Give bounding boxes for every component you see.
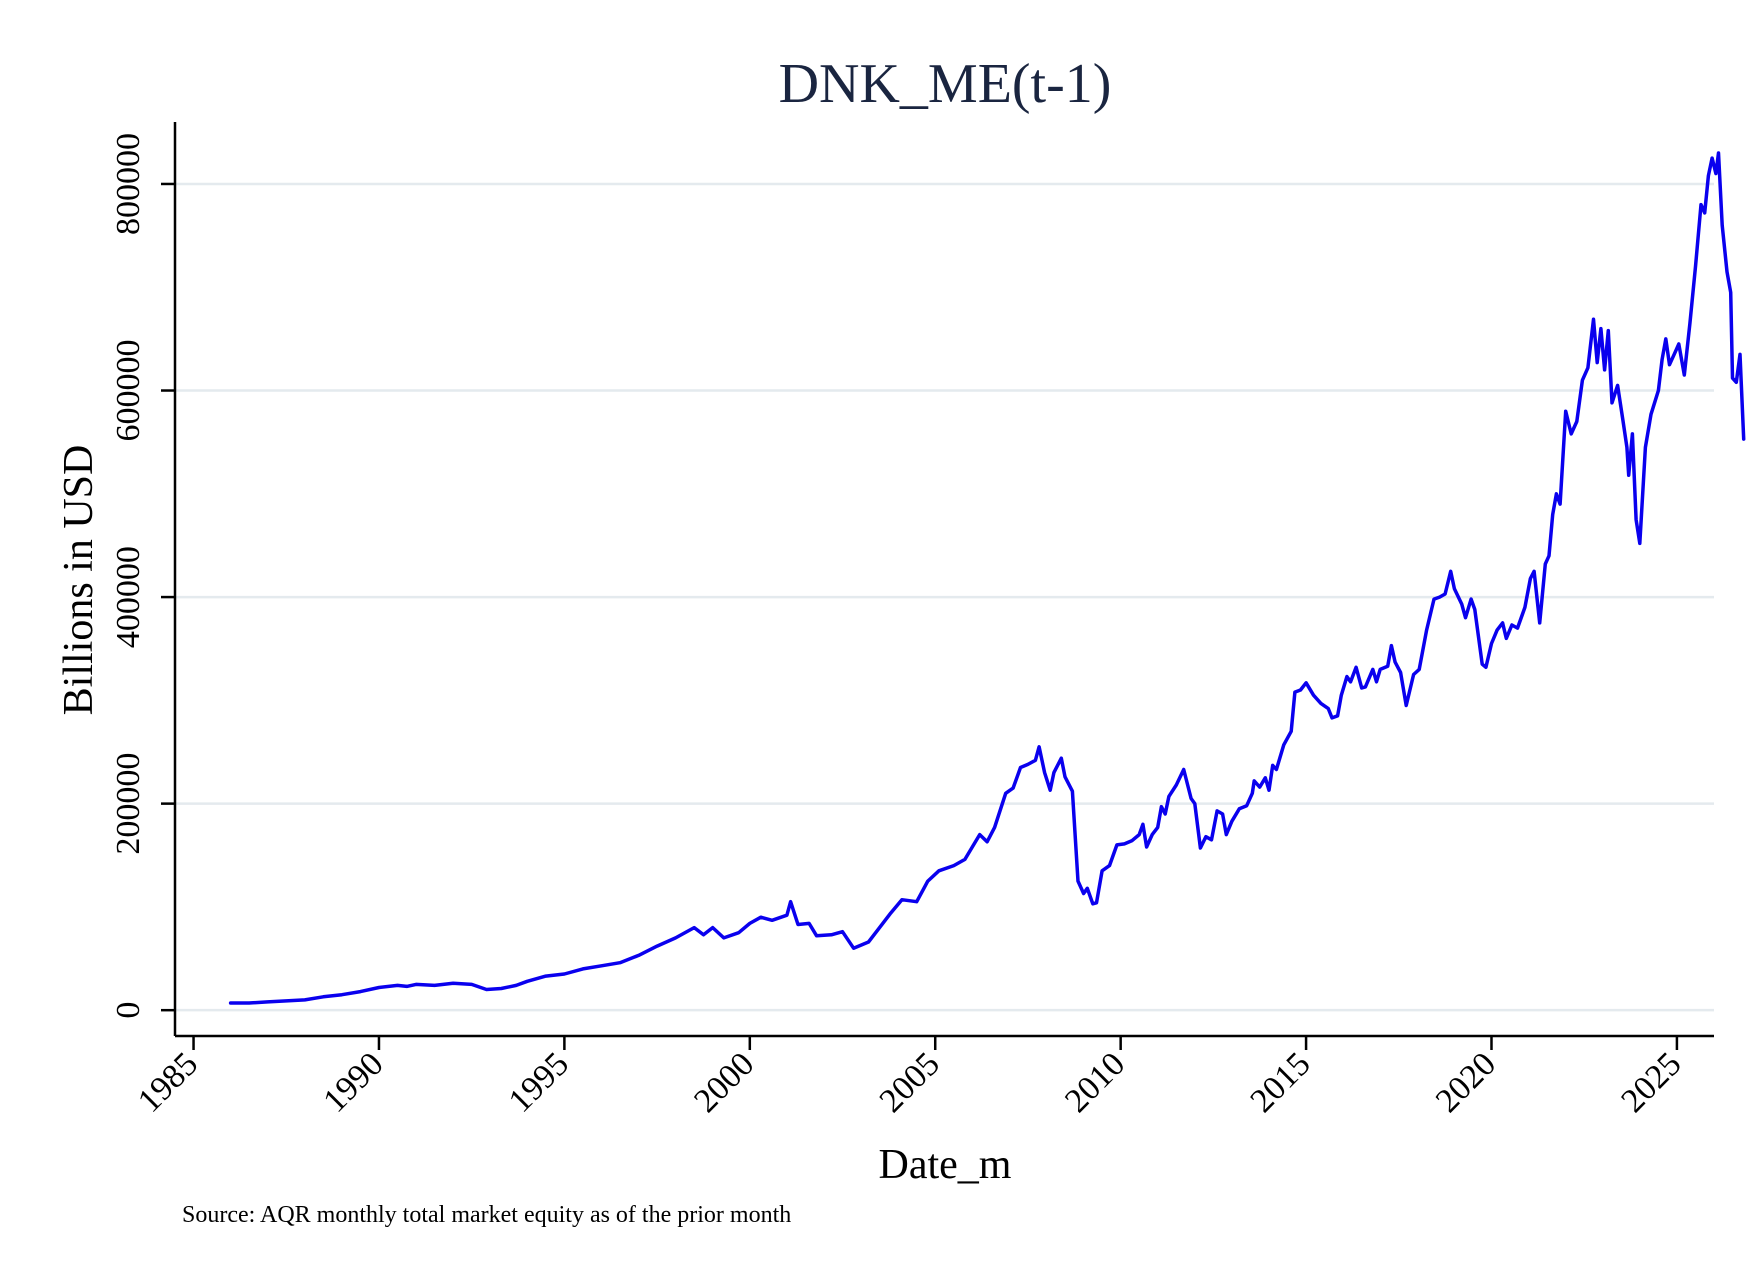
chart-title: DNK_ME(t-1) xyxy=(779,53,1112,115)
series-line xyxy=(228,151,1746,1005)
source-note: Source: AQR monthly total market equity … xyxy=(182,1202,791,1228)
x-axis-title: Date_m xyxy=(879,1142,1012,1188)
y-tick-label: 400000 xyxy=(110,546,147,648)
y-tick-label: 600000 xyxy=(110,340,147,442)
y-tick-label: 200000 xyxy=(110,753,147,855)
y-axis-title: Billions in USD xyxy=(56,445,102,716)
y-axis-ticks: 0 200000 400000 600000 800000 xyxy=(110,133,175,1019)
axes xyxy=(173,122,1714,1038)
y-tick-label: 0 xyxy=(110,1002,147,1019)
y-tick-label: 800000 xyxy=(110,133,147,235)
